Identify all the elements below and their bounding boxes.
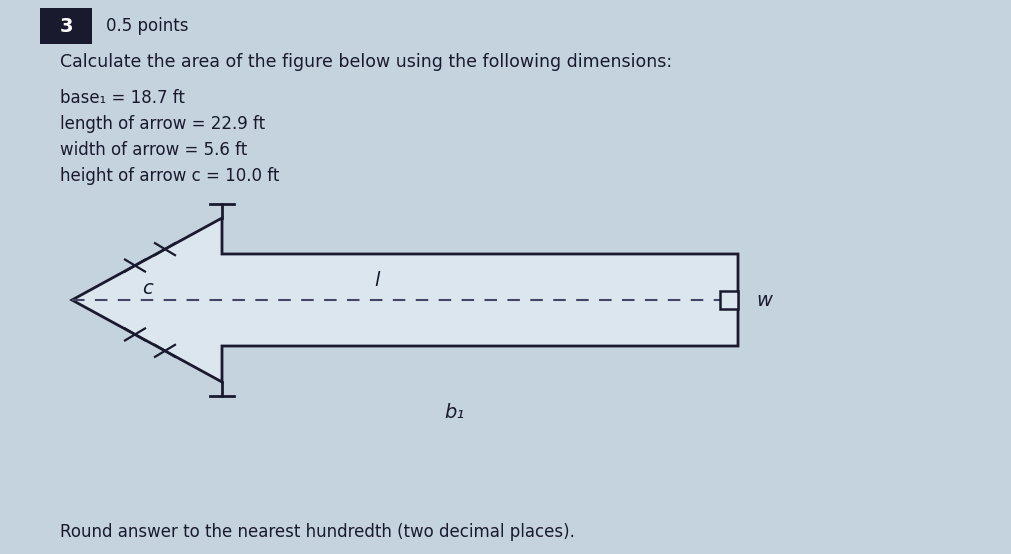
Text: length of arrow = 22.9 ft: length of arrow = 22.9 ft bbox=[60, 115, 265, 133]
Text: Calculate the area of the figure below using the following dimensions:: Calculate the area of the figure below u… bbox=[60, 53, 672, 71]
Polygon shape bbox=[72, 218, 738, 382]
Text: l: l bbox=[374, 270, 379, 290]
Text: w: w bbox=[756, 290, 772, 310]
Bar bbox=[720, 291, 738, 309]
Text: height of arrow c = 10.0 ft: height of arrow c = 10.0 ft bbox=[60, 167, 279, 185]
Text: base₁ = 18.7 ft: base₁ = 18.7 ft bbox=[60, 89, 185, 107]
Text: width of arrow = 5.6 ft: width of arrow = 5.6 ft bbox=[60, 141, 248, 159]
FancyBboxPatch shape bbox=[40, 8, 92, 44]
Text: b₁: b₁ bbox=[444, 403, 464, 422]
Text: 3: 3 bbox=[60, 17, 73, 35]
Text: c: c bbox=[142, 279, 153, 297]
Text: Round answer to the nearest hundredth (two decimal places).: Round answer to the nearest hundredth (t… bbox=[60, 523, 575, 541]
Text: 0.5 points: 0.5 points bbox=[106, 17, 188, 35]
